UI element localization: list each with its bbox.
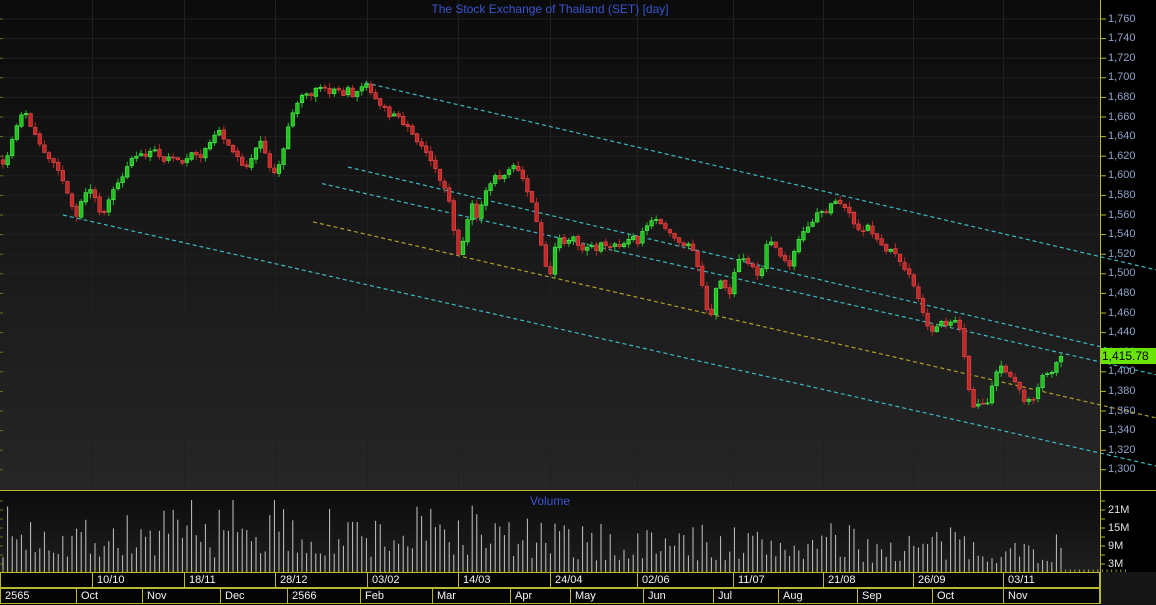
price-axis-label: 1,700 <box>1108 71 1136 84</box>
price-axis-label: 1,320 <box>1108 443 1136 456</box>
price-axis-label: 1,560 <box>1108 208 1136 221</box>
month-tick-cell: Nov <box>1003 588 1100 604</box>
price-axis-label: 1,540 <box>1108 228 1136 241</box>
volume-bars <box>2 500 1062 572</box>
date-tick-cell <box>0 572 92 588</box>
grid <box>0 0 1100 490</box>
date-tick-cell: 03/11 <box>1003 572 1100 588</box>
candlesticks <box>0 80 1064 409</box>
date-tick-cell: 18/11 <box>184 572 275 588</box>
month-tick-cell: Oct <box>76 588 142 604</box>
price-axis-label: 1,680 <box>1108 90 1136 103</box>
date-tick-cell: 21/08 <box>823 572 913 588</box>
price-axis-label: 1,500 <box>1108 267 1136 280</box>
month-tick-cell: Mar <box>432 588 510 604</box>
date-tick-cell: 26/09 <box>913 572 1003 588</box>
month-tick-cell: 2565 <box>0 588 76 604</box>
last-price-badge: 1,415.78 <box>1101 348 1156 365</box>
price-axis-label: 1,480 <box>1108 286 1136 299</box>
price-axis-label: 1,720 <box>1108 51 1136 64</box>
month-tick-cell: Oct <box>932 588 1003 604</box>
price-axis-label: 1,400 <box>1108 365 1136 378</box>
month-tick-cell: May <box>570 588 643 604</box>
volume-pane-title: Volume <box>529 494 571 508</box>
month-tick-cell: Aug <box>778 588 857 604</box>
date-tick-cell: 10/10 <box>92 572 184 588</box>
price-axis-label: 1,660 <box>1108 110 1136 123</box>
price-axis-label: 1,460 <box>1108 306 1136 319</box>
month-tick-cell: Feb <box>360 588 432 604</box>
price-axis-label: 1,520 <box>1108 247 1136 260</box>
price-axis-label: 1,760 <box>1108 12 1136 25</box>
month-tick-cell: 2566 <box>287 588 360 604</box>
price-axis-label: 1,620 <box>1108 149 1136 162</box>
price-axis-label: 1,440 <box>1108 326 1136 339</box>
date-tick-cell: 24/04 <box>550 572 637 588</box>
month-tick-cell: Dec <box>220 588 287 604</box>
date-tick-cell: 14/03 <box>458 572 550 588</box>
month-tick-cell: Jun <box>643 588 713 604</box>
chart-title: The Stock Exchange of Thailand (SET) [da… <box>431 2 669 16</box>
month-tick-cell: Sep <box>857 588 932 604</box>
date-tick-cell: 03/02 <box>367 572 458 588</box>
price-axis-label: 1,340 <box>1108 424 1136 437</box>
axis-corner <box>1101 572 1156 605</box>
volume-axis-label: 15M <box>1108 521 1130 534</box>
price-axis-label: 1,640 <box>1108 130 1136 143</box>
volume-axis-label: 21M <box>1108 503 1130 516</box>
volume-axis-label: 3M <box>1108 557 1124 570</box>
volume-axis-label: 9M <box>1108 539 1124 552</box>
date-tick-cell: 02/06 <box>637 572 733 588</box>
month-tick-cell: Nov <box>142 588 220 604</box>
month-axis-row[interactable]: 2565 Oct Nov Dec 2566 Feb Mar Apr May Jun Jul Aug Se… <box>0 588 1156 604</box>
price-axis-label: 1,600 <box>1108 169 1136 182</box>
date-tick-cell: 28/12 <box>275 572 367 588</box>
date-axis-row[interactable]: 10/10 18/11 28/12 03/02 14/03 24/04 02/06 11/07… <box>0 572 1156 588</box>
price-axis-label: 1,300 <box>1108 463 1136 476</box>
month-tick-cell: Jul <box>713 588 778 604</box>
date-tick-cell: 11/07 <box>733 572 823 588</box>
price-axis-label: 1,580 <box>1108 188 1136 201</box>
price-axis-label: 1,360 <box>1108 404 1136 417</box>
trendlines <box>62 82 1156 467</box>
price-axis-label: 1,740 <box>1108 32 1136 45</box>
month-tick-cell: Apr <box>510 588 570 604</box>
price-axis-label: 1,380 <box>1108 384 1136 397</box>
